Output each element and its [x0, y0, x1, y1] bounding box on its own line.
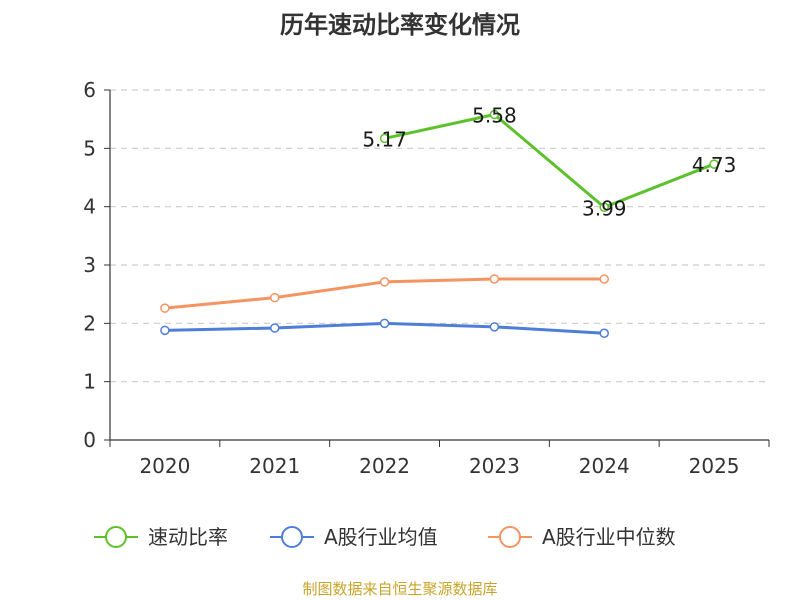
gridlines [110, 89, 769, 383]
x-tick-label: 2025 [689, 454, 740, 478]
point-avg[interactable] [160, 325, 170, 336]
data-label: 3.99 [582, 196, 627, 220]
point-avg[interactable] [599, 328, 609, 338]
legend: 速动比率 A股行业均值 A股行业中位数 [94, 525, 676, 549]
chart-title: 历年速动比率变化情况 [280, 11, 520, 39]
point-speed[interactable] [599, 202, 609, 212]
legend-marker-avg [281, 526, 303, 548]
y-tick-label: 2 [83, 311, 96, 335]
legend-item-speed[interactable]: 速动比率 [94, 525, 228, 549]
legend-label-avg: A股行业均值 [324, 525, 438, 549]
point-avg[interactable] [270, 323, 280, 333]
y-tick-label: 5 [83, 136, 96, 160]
point-median[interactable] [599, 274, 609, 284]
legend-label-speed: 速动比率 [148, 525, 228, 549]
series-line-speed [384, 113, 715, 209]
axes: 0 1 2 3 4 5 6 2020 2021 2022 2023 2024 2025 [83, 78, 770, 478]
legend-item-median[interactable]: A股行业中位数 [488, 525, 676, 549]
y-tick-label: 3 [83, 253, 96, 277]
point-avg[interactable] [379, 318, 390, 329]
point-median[interactable] [270, 292, 280, 303]
legend-item-avg[interactable]: A股行业均值 [270, 525, 438, 549]
point-speed[interactable] [489, 109, 500, 120]
series-layer [160, 109, 719, 338]
data-label: 4.73 [692, 153, 737, 177]
point-speed[interactable] [379, 133, 390, 144]
legend-marker-median [499, 526, 521, 548]
point-avg[interactable] [489, 322, 500, 332]
x-tick-label: 2022 [359, 454, 410, 478]
point-speed[interactable] [709, 159, 719, 169]
x-tick-label: 2021 [249, 454, 300, 478]
point-median[interactable] [160, 303, 170, 313]
x-tick-label: 2024 [579, 454, 630, 478]
y-tick-label: 6 [83, 78, 96, 102]
data-labels: 5.17 5.58 3.99 4.73 [362, 104, 736, 221]
data-label: 5.17 [362, 127, 407, 151]
legend-marker-speed [105, 526, 127, 548]
legend-label-median: A股行业中位数 [542, 525, 676, 549]
x-tick-label: 2023 [469, 454, 520, 478]
data-label: 5.58 [472, 104, 517, 128]
point-median[interactable] [489, 274, 500, 284]
y-tick-label: 1 [83, 370, 96, 394]
source-note: 制图数据来自恒生聚源数据库 [302, 580, 497, 598]
x-tick-label: 2020 [139, 454, 190, 478]
y-tick-label: 4 [83, 195, 96, 219]
point-median[interactable] [379, 277, 390, 287]
y-tick-label: 0 [83, 428, 96, 452]
